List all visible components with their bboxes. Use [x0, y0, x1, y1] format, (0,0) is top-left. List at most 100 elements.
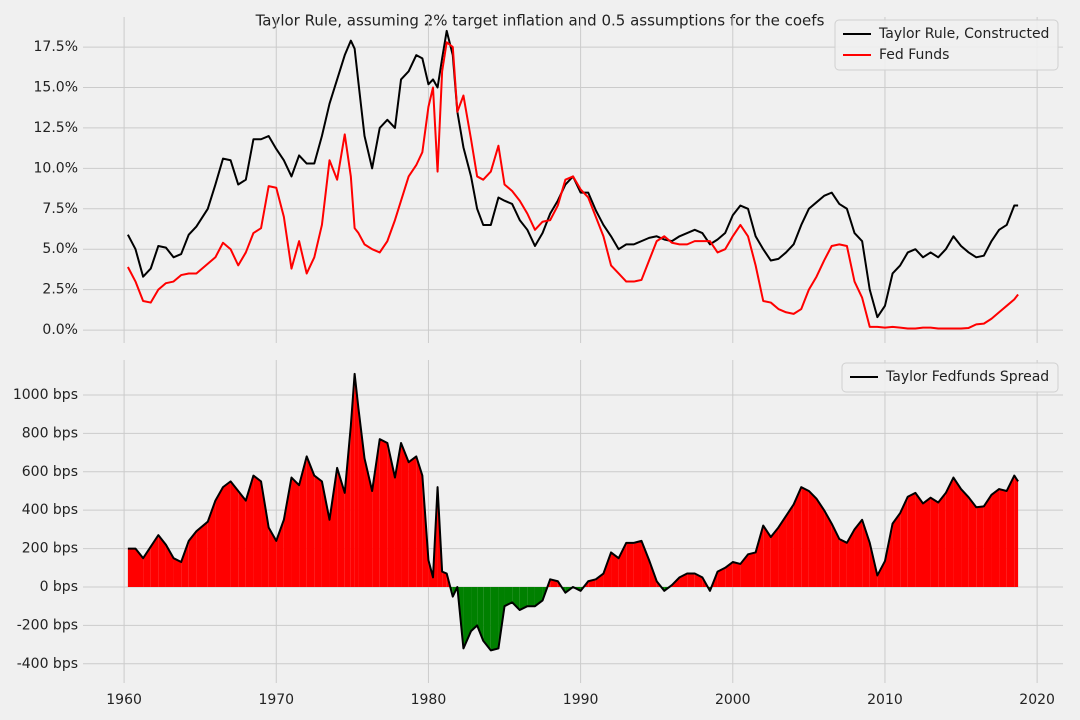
area-fill: [884, 523, 893, 587]
area-fill: [350, 373, 355, 587]
area-fill: [245, 475, 254, 587]
area-fill: [344, 425, 351, 587]
area-fill: [321, 481, 330, 587]
legend-label: Fed Funds: [879, 47, 949, 63]
y-tick-label: 0 bps: [40, 579, 78, 595]
area-fill: [329, 467, 338, 587]
x-tick-label: 2020: [1019, 692, 1055, 708]
area-fill: [801, 487, 809, 587]
area-fill: [831, 523, 840, 587]
legend-box: [841, 362, 1059, 393]
area-fill: [755, 525, 764, 587]
area-fill: [372, 439, 380, 587]
area-fill: [732, 562, 741, 587]
area-fill: [238, 490, 246, 587]
area-fill: [717, 567, 726, 587]
area-fill: [354, 373, 359, 587]
y-tick-label: 1000 bps: [13, 387, 78, 403]
area-fill: [207, 500, 216, 587]
area-fill: [846, 529, 855, 587]
area-fill: [945, 477, 954, 587]
area-fill: [907, 492, 916, 587]
area-fill: [314, 475, 322, 587]
y-tick-label: 15.0%: [34, 80, 78, 96]
area-fill: [991, 489, 1000, 587]
area-fill: [135, 548, 144, 587]
area-fill: [824, 510, 832, 587]
area-fill: [786, 504, 794, 587]
area-fill: [839, 538, 847, 587]
area-fill: [483, 586, 491, 651]
chart-title: Taylor Rule, assuming 2% target inflatio…: [255, 12, 825, 30]
area-fill: [748, 552, 756, 587]
area-fill: [471, 586, 478, 632]
y-tick-label: 12.5%: [34, 120, 78, 136]
area-fill: [763, 525, 771, 587]
y-tick-label: 0.0%: [42, 322, 78, 338]
area-fill: [633, 540, 642, 587]
area-fill: [173, 558, 182, 587]
area-fill: [877, 561, 885, 587]
area-fill: [1014, 475, 1019, 587]
y-tick-label: 400 bps: [22, 502, 78, 518]
y-tick-label: -200 bps: [17, 617, 78, 633]
area-fill: [816, 498, 825, 587]
area-fill: [196, 521, 208, 587]
area-fill: [283, 477, 292, 587]
area-fill: [394, 442, 402, 587]
area-fill: [770, 527, 779, 587]
x-tick-label: 1970: [258, 692, 294, 708]
area-fill: [379, 439, 388, 587]
area-fill: [976, 506, 984, 587]
area-fill: [268, 527, 277, 587]
area-fill: [291, 477, 300, 587]
area-fill: [150, 535, 159, 587]
y-tick-label: 600 bps: [22, 464, 78, 480]
area-fill: [519, 586, 528, 611]
area-fill: [337, 467, 345, 587]
area-fill: [983, 494, 992, 587]
y-tick-label: 800 bps: [22, 425, 78, 441]
area-fill: [1006, 475, 1015, 587]
area-fill: [306, 456, 315, 587]
area-fill: [854, 519, 863, 587]
area-fill: [626, 542, 634, 587]
area-fill: [442, 571, 447, 587]
area-fill: [778, 515, 787, 587]
area-fill: [181, 540, 189, 587]
legend-label: Taylor Fedfunds Spread: [885, 369, 1049, 385]
area-fill: [938, 492, 946, 587]
area-fill: [611, 552, 619, 587]
x-tick-label: 1980: [411, 692, 447, 708]
area-fill: [793, 487, 802, 587]
area-fill: [595, 573, 604, 587]
area-fill: [808, 490, 817, 587]
area-fill: [230, 481, 239, 587]
area-fill: [215, 487, 223, 587]
area-fill: [641, 540, 650, 587]
y-tick-label: 7.5%: [42, 201, 78, 217]
y-tick-label: 17.5%: [34, 39, 78, 55]
area-fill: [158, 535, 166, 587]
area-fill: [490, 586, 499, 651]
area-fill: [930, 497, 939, 587]
area-fill: [416, 456, 423, 587]
area-fill: [527, 586, 535, 607]
area-fill: [968, 497, 977, 587]
area-fill: [504, 586, 513, 607]
area-fill: [387, 442, 395, 587]
area-fill: [261, 481, 269, 587]
legend-box: [834, 19, 1059, 71]
area-fill: [512, 586, 520, 611]
y-tick-label: 5.0%: [42, 241, 78, 257]
area-fill: [687, 573, 695, 587]
area-fill: [999, 489, 1007, 587]
area-fill: [364, 458, 373, 587]
series-line: [127, 29, 1019, 319]
area-fill: [862, 519, 870, 587]
area-fill: [127, 548, 136, 587]
area-fill: [953, 477, 962, 587]
area-fill: [618, 542, 627, 587]
series-line: [127, 372, 1019, 652]
